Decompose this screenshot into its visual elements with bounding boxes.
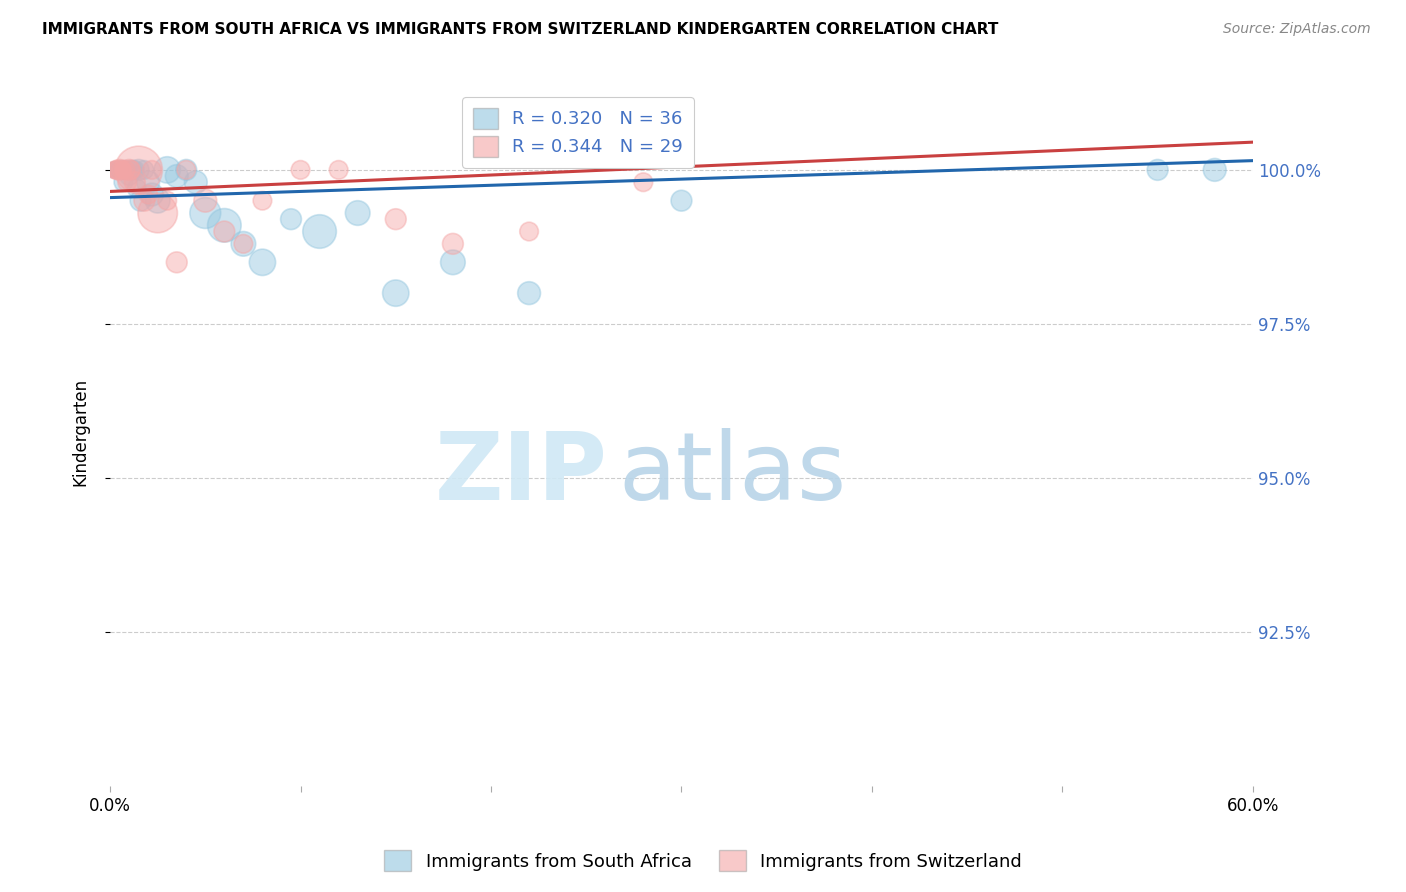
Point [166,255,188,269]
Point [384,286,406,301]
Point [129,194,152,208]
Point [107,162,129,177]
Point [156,194,179,208]
Point [252,255,274,269]
Point [1146,162,1168,177]
Point [103,162,125,177]
Point [134,162,156,177]
Y-axis label: Kindergarten: Kindergarten [72,377,89,486]
Point [328,162,350,177]
Point [112,162,135,177]
Point [308,225,330,239]
Point [114,162,136,177]
Point [184,175,207,189]
Point [108,162,131,177]
Point [146,194,169,208]
Point [118,169,141,183]
Point [115,162,138,177]
Point [141,162,163,177]
Point [441,236,464,251]
Point [194,194,217,208]
Point [146,206,169,220]
Legend: Immigrants from South Africa, Immigrants from Switzerland: Immigrants from South Africa, Immigrants… [377,843,1029,879]
Point [346,206,368,220]
Point [122,162,145,177]
Point [441,255,464,269]
Point [115,175,138,189]
Point [136,187,159,202]
Point [110,162,132,177]
Text: Source: ZipAtlas.com: Source: ZipAtlas.com [1223,22,1371,37]
Point [103,162,125,177]
Point [128,162,150,177]
Point [104,162,127,177]
Point [194,206,217,220]
Point [384,212,406,227]
Point [214,225,236,239]
Point [128,162,150,177]
Point [124,175,146,189]
Point [232,236,254,251]
Point [110,162,132,177]
Text: atlas: atlas [619,428,846,520]
Text: ZIP: ZIP [434,428,607,520]
Point [174,162,197,177]
Point [290,162,312,177]
Point [174,162,197,177]
Point [280,212,302,227]
Point [252,194,274,208]
Point [104,162,127,177]
Point [124,162,146,177]
Point [214,219,236,233]
Point [633,175,655,189]
Point [112,175,135,189]
Point [517,225,540,239]
Point [120,162,142,177]
Point [671,194,693,208]
Point [232,236,254,251]
Point [517,286,540,301]
Point [107,162,129,177]
Text: IMMIGRANTS FROM SOUTH AFRICA VS IMMIGRANTS FROM SWITZERLAND KINDERGARTEN CORRELA: IMMIGRANTS FROM SOUTH AFRICA VS IMMIGRAN… [42,22,998,37]
Point [108,162,131,177]
Point [134,194,156,208]
Point [136,175,159,189]
Legend: R = 0.320   N = 36, R = 0.344   N = 29: R = 0.320 N = 36, R = 0.344 N = 29 [463,97,695,168]
Point [114,162,136,177]
Point [118,162,141,177]
Point [166,169,188,183]
Point [1204,162,1226,177]
Point [156,162,179,177]
Point [120,162,142,177]
Point [141,187,163,202]
Point [125,181,148,195]
